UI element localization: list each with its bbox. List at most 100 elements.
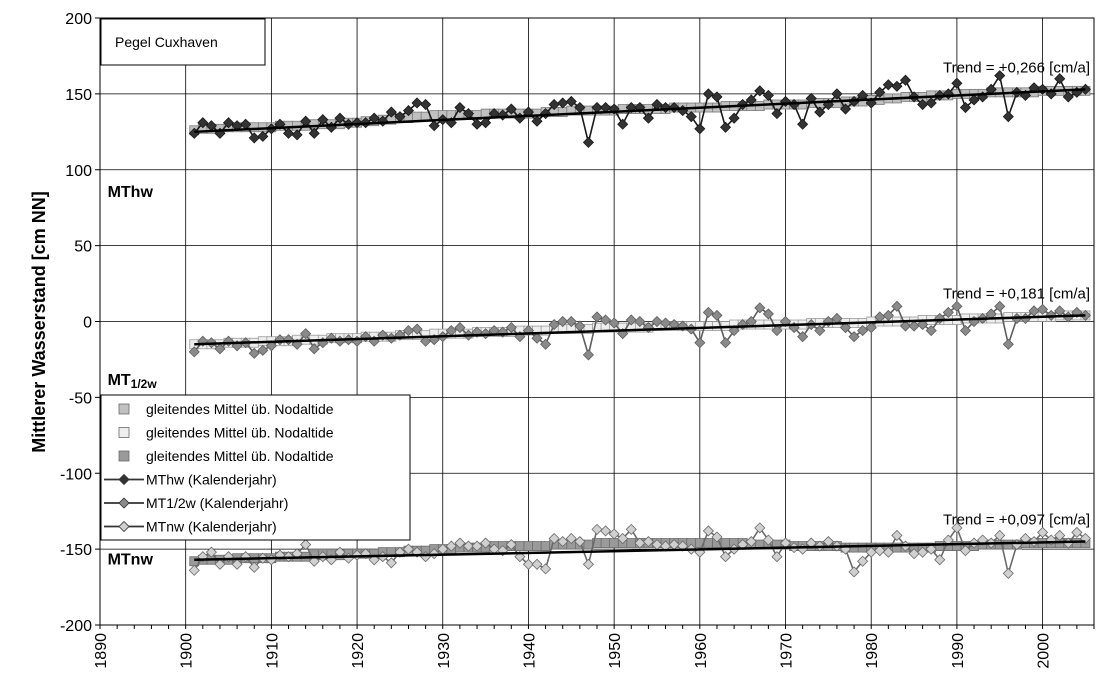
data-point	[848, 566, 860, 578]
data-point	[608, 317, 620, 329]
x-tick-label: 2000	[1036, 633, 1053, 669]
data-point	[625, 314, 637, 326]
data-point	[1054, 529, 1066, 542]
legend-box	[100, 394, 411, 541]
moving-average-point	[600, 538, 611, 548]
data-point	[994, 70, 1006, 82]
data-point	[462, 540, 475, 552]
data-point	[925, 325, 937, 337]
y-tick-label: -200	[60, 618, 92, 635]
moving-average-point	[857, 542, 868, 553]
data-point	[762, 308, 774, 320]
data-point	[754, 302, 766, 314]
data-point	[197, 335, 209, 347]
data-point	[1037, 303, 1049, 315]
data-point	[540, 563, 552, 575]
data-point	[214, 343, 226, 355]
y-axis-ticks: 200 150 100 50 0 -50 -100 -150 -200	[60, 11, 100, 635]
data-point	[1037, 526, 1049, 538]
data-point	[942, 306, 954, 318]
data-point	[651, 315, 663, 328]
data-point	[402, 105, 415, 117]
legend-item: MT1/2w (Kalenderjahr)	[104, 495, 288, 511]
data-point	[831, 88, 843, 100]
data-point	[308, 127, 320, 139]
data-point	[608, 528, 620, 540]
y-tick-label: -150	[60, 542, 92, 559]
data-point	[454, 101, 466, 114]
data-point	[1071, 526, 1083, 538]
legend-square-marker	[118, 403, 130, 415]
data-point	[548, 532, 560, 545]
data-point	[557, 535, 569, 548]
legend-diamond-marker	[118, 473, 130, 486]
data-point	[617, 532, 629, 545]
data-point	[702, 88, 714, 100]
data-point	[797, 331, 809, 343]
data-point	[839, 322, 852, 334]
data-point	[188, 346, 200, 358]
data-point	[205, 546, 217, 558]
data-point	[779, 95, 792, 108]
x-tick-label: 1890	[93, 633, 110, 669]
data-point	[188, 564, 200, 576]
data-point	[557, 315, 569, 328]
x-tick-label: 1970	[779, 633, 796, 669]
data-point	[951, 77, 963, 89]
legend-item: MThw (Kalenderjahr)	[104, 472, 277, 488]
data-point	[857, 325, 869, 337]
data-point	[231, 558, 243, 570]
trend-line	[194, 540, 1086, 561]
data-point	[754, 85, 766, 97]
y-axis-label: Mittlerer Wasserstand [cm NN]	[29, 191, 49, 452]
data-point	[711, 91, 723, 103]
data-point	[445, 540, 457, 552]
legend-label: MTnw (Kalenderjahr)	[146, 519, 277, 535]
data-point	[968, 94, 980, 106]
data-point	[540, 338, 552, 350]
data-point	[308, 343, 320, 355]
data-point	[531, 558, 543, 570]
data-point	[505, 322, 517, 334]
data-point	[865, 322, 877, 334]
data-point	[728, 112, 740, 124]
data-point	[917, 318, 929, 331]
trend-label: Trend = +0,097 [cm/a]	[943, 512, 1090, 529]
data-point	[1002, 111, 1014, 123]
panel-label-main: MTnw	[108, 551, 154, 568]
data-point	[917, 546, 929, 558]
legend-item: gleitendes Mittel üb. Nodaltide	[118, 401, 334, 417]
data-point	[1062, 91, 1074, 103]
data-point	[214, 558, 226, 570]
data-point	[565, 95, 577, 108]
data-point	[454, 322, 466, 334]
panel-label-main: MThw	[108, 184, 154, 201]
legend-label: gleitendes Mittel üb. Nodaltide	[146, 401, 334, 417]
data-point	[617, 118, 629, 130]
legend-item: MTnw (Kalenderjahr)	[104, 519, 277, 535]
x-tick-label: 1900	[179, 633, 196, 669]
data-point	[719, 551, 732, 563]
data-point	[454, 537, 466, 549]
y-tick-label: 100	[65, 163, 92, 180]
data-point	[634, 315, 646, 328]
data-point	[702, 306, 714, 318]
data-point	[300, 328, 312, 340]
data-point	[899, 74, 912, 86]
data-point	[762, 534, 774, 546]
data-point	[265, 340, 277, 352]
data-point	[959, 101, 972, 114]
data-point	[257, 130, 269, 142]
data-point	[1054, 73, 1066, 85]
data-point	[951, 522, 963, 534]
data-point	[600, 525, 612, 537]
x-axis-ticks: 1890 1900 1910 1920 1930 1940 1950 1960 1970 1980…	[93, 625, 1095, 669]
data-point	[480, 537, 492, 549]
data-point	[891, 529, 903, 542]
data-point	[625, 523, 637, 535]
panel-label: MThw	[108, 184, 154, 201]
y-tick-label: -100	[60, 466, 92, 483]
legend-label: gleitendes Mittel üb. Nodaltide	[146, 425, 334, 441]
data-point	[497, 545, 509, 557]
